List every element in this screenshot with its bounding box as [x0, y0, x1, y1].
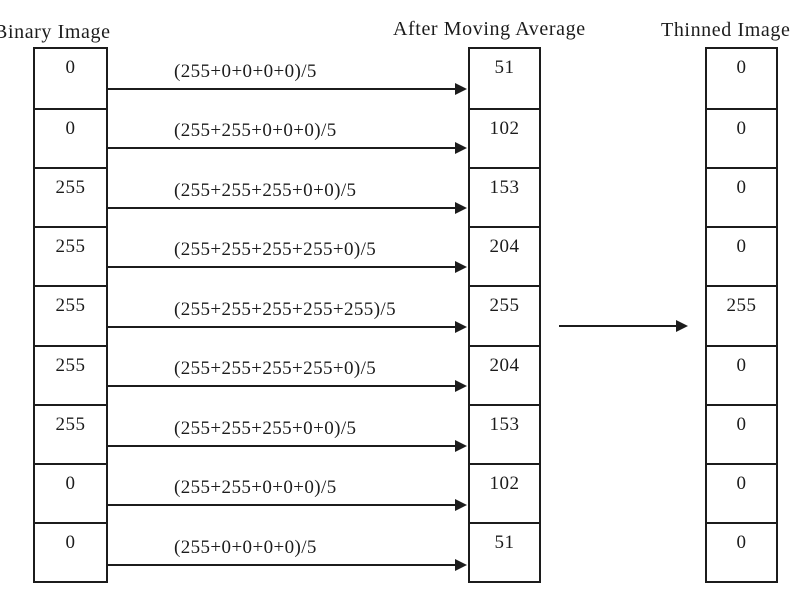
thinned-cell: 255 — [707, 285, 776, 344]
formula-label: (255+255+0+0+0)/5 — [174, 477, 337, 498]
binary-cell: 255 — [35, 403, 106, 463]
thinned-cell: 0 — [707, 167, 776, 226]
formula-arrow — [107, 83, 467, 95]
formula-arrow — [107, 440, 467, 452]
average-to-thinned-arrow — [559, 320, 688, 332]
thinned-image-column: 0 0 0 0 255 0 0 0 0 — [705, 47, 778, 583]
formula-label: (255+0+0+0+0)/5 — [174, 537, 317, 558]
arrowhead-icon — [455, 559, 467, 571]
average-cell: 51 — [470, 521, 539, 581]
formula-arrow — [107, 499, 467, 511]
binary-cell: 0 — [35, 521, 106, 581]
thinned-cell: 0 — [707, 521, 776, 581]
average-cell: 153 — [470, 403, 539, 463]
formula-label: (255+255+255+0+0)/5 — [174, 180, 357, 201]
thinned-image-label: Thinned Image — [661, 19, 791, 41]
after-moving-average-column: 51 102 153 204 255 204 153 102 51 — [468, 47, 541, 583]
thinned-cell: 0 — [707, 226, 776, 285]
formula-label: (255+255+255+255+0)/5 — [174, 239, 377, 260]
arrowhead-icon — [455, 380, 467, 392]
formula-arrow — [107, 261, 467, 273]
binary-cell: 255 — [35, 226, 106, 285]
thinned-cell: 0 — [707, 108, 776, 167]
formula-arrow — [107, 321, 467, 333]
average-cell: 153 — [470, 167, 539, 226]
formula-label: (255+255+255+255+255)/5 — [174, 299, 396, 320]
arrowhead-icon — [455, 499, 467, 511]
average-cell: 255 — [470, 285, 539, 344]
formula-arrow — [107, 142, 467, 154]
average-cell: 102 — [470, 462, 539, 522]
thinned-cell: 0 — [707, 344, 776, 404]
formula-arrow — [107, 559, 467, 571]
arrowhead-icon — [455, 202, 467, 214]
formula-arrow — [107, 380, 467, 392]
arrowhead-icon — [455, 261, 467, 273]
binary-image-label: Binary Image — [0, 21, 111, 43]
formula-arrow — [107, 202, 467, 214]
thinned-cell: 0 — [707, 462, 776, 522]
formula-label: (255+255+255+255+0)/5 — [174, 358, 377, 379]
arrowhead-icon — [455, 440, 467, 452]
thinned-cell: 0 — [707, 403, 776, 463]
binary-image-column: 0 0 255 255 255 255 255 0 0 — [33, 47, 108, 583]
average-cell: 204 — [470, 344, 539, 404]
binary-cell: 0 — [35, 108, 106, 167]
after-moving-average-label: After Moving Average — [393, 18, 586, 40]
thinned-cell: 0 — [736, 57, 747, 78]
arrowhead-icon — [676, 320, 688, 332]
average-cell: 204 — [470, 226, 539, 285]
formula-label: (255+0+0+0+0)/5 — [174, 61, 317, 82]
binary-cell: 255 — [35, 285, 106, 344]
arrowhead-icon — [455, 83, 467, 95]
arrowhead-icon — [455, 321, 467, 333]
binary-cell: 255 — [35, 344, 106, 404]
binary-cell: 255 — [35, 167, 106, 226]
average-cell: 102 — [470, 108, 539, 167]
binary-cell: 0 — [65, 57, 76, 78]
average-cell: 51 — [494, 57, 515, 78]
formula-label: (255+255+255+0+0)/5 — [174, 418, 357, 439]
binary-cell: 0 — [35, 462, 106, 522]
formula-label: (255+255+0+0+0)/5 — [174, 120, 337, 141]
arrowhead-icon — [455, 142, 467, 154]
